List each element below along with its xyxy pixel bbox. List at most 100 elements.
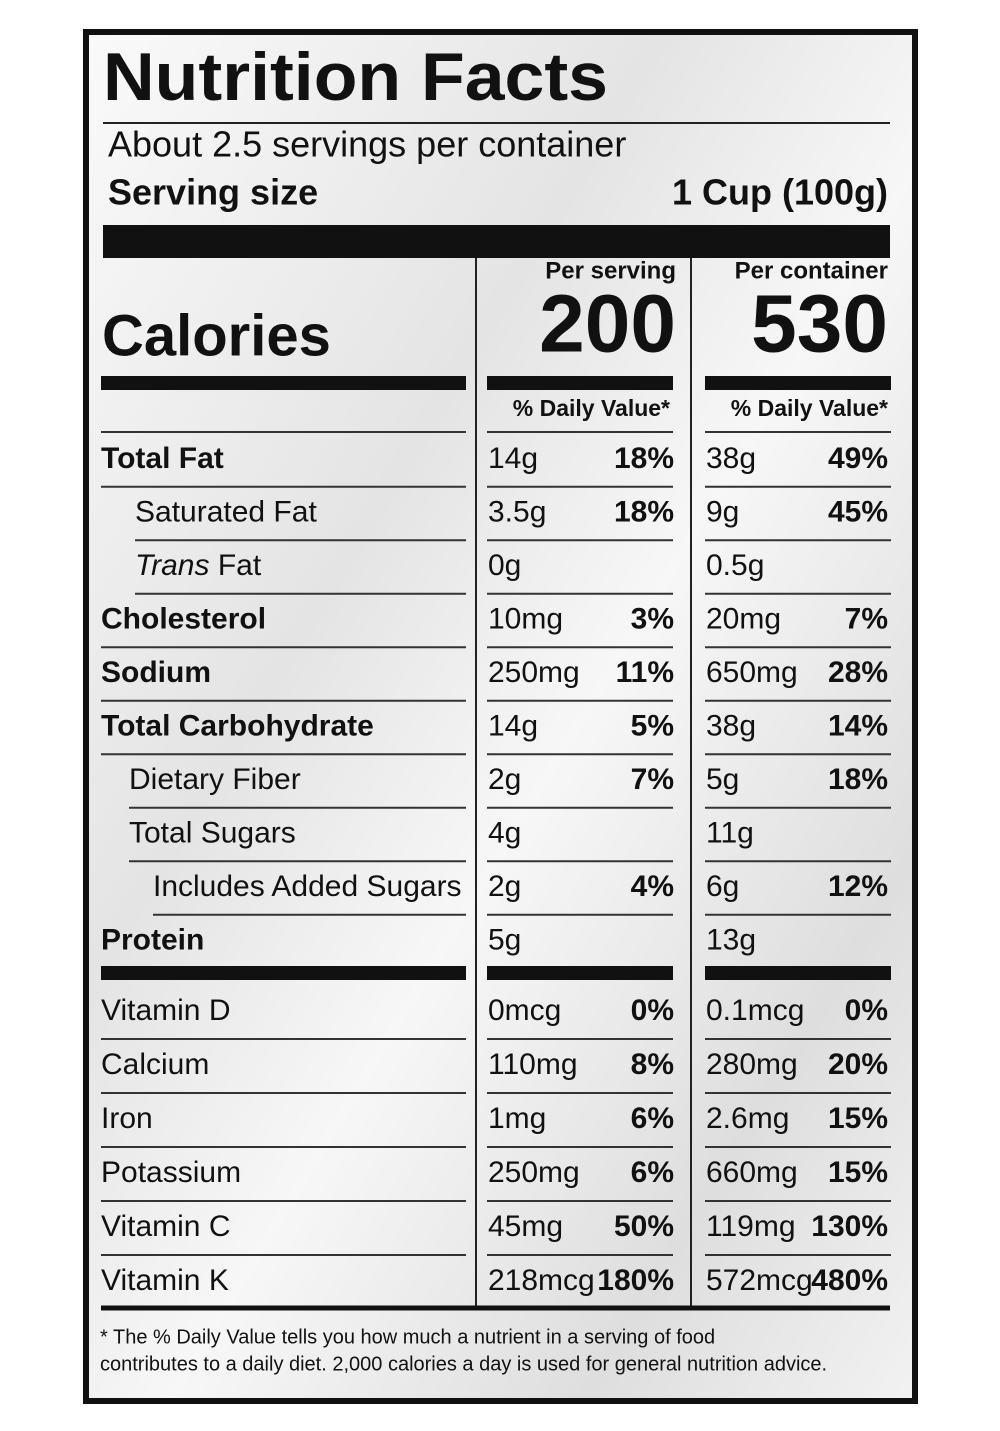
container-amount: 5g xyxy=(706,763,739,796)
nutrient-name-text: Total Sugars xyxy=(129,816,296,849)
container-amount: 660mg xyxy=(706,1156,798,1189)
serving-amount: 14g xyxy=(488,709,538,742)
footnote: contributes to a daily diet. 2,000 calor… xyxy=(100,1353,827,1375)
serving-amount: 1mg xyxy=(488,1102,546,1135)
nutrient-name: Saturated Fat xyxy=(135,495,317,528)
serving-dv: 0% xyxy=(631,994,674,1027)
container-amount: 13g xyxy=(706,923,756,956)
serving-amount: 3.5g xyxy=(488,495,546,528)
container-dv: 480% xyxy=(811,1264,888,1297)
serving-dv: 6% xyxy=(631,1102,674,1135)
nutrient-name-space xyxy=(209,549,217,582)
serving-amount: 0g xyxy=(488,549,521,582)
nutrient-name-text: Includes Added Sugars xyxy=(153,870,462,903)
serving-dv: 7% xyxy=(631,763,674,796)
nutrient-name-text: Total Fat xyxy=(101,442,224,475)
container-amount: 280mg xyxy=(706,1048,798,1081)
nutrient-name: Potassium xyxy=(101,1156,241,1189)
nutrient-name-text: Sodium xyxy=(101,656,211,689)
nutrient-name: Total Carbohydrate xyxy=(101,709,374,742)
serving-amount: 5g xyxy=(488,923,521,956)
dv-header: % Daily Value* xyxy=(513,395,670,421)
nutrient-name: Total Fat xyxy=(101,442,224,475)
container-amount: 119mg xyxy=(706,1210,796,1243)
nutrient-name-text: Protein xyxy=(101,923,204,956)
per-serving-label: Per serving xyxy=(545,257,676,284)
serving-amount: 110mg xyxy=(488,1048,578,1081)
serving-dv: 4% xyxy=(631,870,674,903)
nutrient-name-text: Vitamin C xyxy=(101,1210,231,1243)
container-dv: 45% xyxy=(828,495,888,528)
container-amount: 38g xyxy=(706,442,756,475)
nutrient-name: Iron xyxy=(101,1102,153,1135)
container-dv: 0% xyxy=(845,994,888,1027)
calories-per-container: 530 xyxy=(751,279,888,370)
serving-amount: 4g xyxy=(488,816,521,849)
nutrient-name: Calcium xyxy=(101,1048,209,1081)
nutrient-name-italic: Trans xyxy=(135,549,209,582)
container-dv: 14% xyxy=(828,709,888,742)
thick-bar xyxy=(103,225,890,258)
nutrient-name-text: Vitamin D xyxy=(101,994,231,1027)
nutrient-name-text: Iron xyxy=(101,1102,153,1135)
container-amount: 650mg xyxy=(706,656,798,689)
serving-amount: 10mg xyxy=(488,602,563,635)
serving-amount: 45mg xyxy=(488,1210,563,1243)
serving-size-label: Serving size xyxy=(108,172,318,213)
container-amount: 20mg xyxy=(706,602,781,635)
serving-dv: 5% xyxy=(631,709,674,742)
container-dv: 18% xyxy=(828,763,888,796)
nutrient-name-text: Calcium xyxy=(101,1048,209,1081)
nutrient-name-text: Vitamin K xyxy=(101,1264,229,1297)
container-dv: 49% xyxy=(828,442,888,475)
nutrient-name-text: Dietary Fiber xyxy=(129,763,301,796)
serving-amount: 2g xyxy=(488,763,521,796)
nutrient-name-text: Cholesterol xyxy=(101,602,266,635)
medium-bar xyxy=(705,966,891,980)
serving-amount: 14g xyxy=(488,442,538,475)
container-amount: 38g xyxy=(706,709,756,742)
serving-dv: 3% xyxy=(631,602,674,635)
nutrient-name: Vitamin K xyxy=(101,1264,229,1297)
serving-amount: 218mcg xyxy=(488,1264,595,1297)
nutrient-name: Vitamin C xyxy=(101,1210,231,1243)
footnote: * The % Daily Value tells you how much a… xyxy=(100,1326,715,1348)
per-container-label: Per container xyxy=(735,257,888,284)
container-dv: 20% xyxy=(828,1048,888,1081)
nutrient-name: Protein xyxy=(101,923,204,956)
serving-dv: 180% xyxy=(597,1264,674,1297)
servings: About 2.5 servings per container xyxy=(108,124,626,165)
container-amount: 0.5g xyxy=(706,549,764,582)
nutrient-name: Cholesterol xyxy=(101,602,266,635)
medium-bar xyxy=(487,966,673,980)
label-frame xyxy=(83,29,918,1404)
container-amount: 6g xyxy=(706,870,739,903)
container-dv: 7% xyxy=(845,602,888,635)
serving-dv: 50% xyxy=(614,1210,674,1243)
medium-bar xyxy=(101,376,466,390)
medium-bar xyxy=(101,966,466,980)
nutrient-name-text: Fat xyxy=(218,549,262,582)
serving-amount: 2g xyxy=(488,870,521,903)
serving-dv: 11% xyxy=(616,656,674,689)
nutrient-name: Sodium xyxy=(101,656,211,689)
serving-dv: 18% xyxy=(614,442,674,475)
serving-amount: 0mcg xyxy=(488,994,561,1027)
container-amount: 0.1mcg xyxy=(706,994,804,1027)
container-dv: 28% xyxy=(828,656,888,689)
container-amount: 11g xyxy=(706,816,754,849)
nutrient-name: Includes Added Sugars xyxy=(153,870,462,903)
serving-dv: 6% xyxy=(631,1156,674,1189)
calories-per-serving: 200 xyxy=(539,279,676,370)
container-amount: 2.6mg xyxy=(706,1102,789,1135)
container-dv: 15% xyxy=(828,1102,888,1135)
container-amount: 572mcg xyxy=(706,1264,813,1297)
container-amount: 9g xyxy=(706,495,739,528)
nutrient-name: Dietary Fiber xyxy=(129,763,301,796)
medium-bar xyxy=(705,376,891,390)
container-dv: 15% xyxy=(828,1156,888,1189)
medium-bar xyxy=(487,376,673,390)
nutrient-name-text: Total Carbohydrate xyxy=(101,709,374,742)
